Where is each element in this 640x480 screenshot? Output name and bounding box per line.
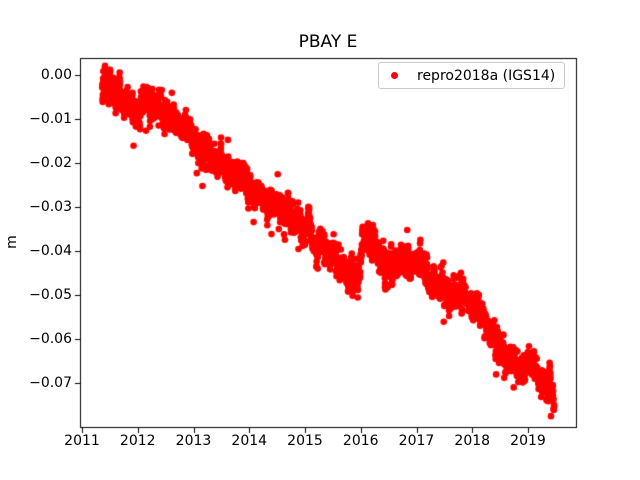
x-tick-label: 2012 xyxy=(119,433,156,449)
x-tick-label: 2014 xyxy=(231,433,268,449)
y-tick-label: 0.00 xyxy=(40,67,72,84)
y-tick-label: −0.04 xyxy=(29,243,72,260)
x-tick-label: 2019 xyxy=(510,433,546,449)
plot-title: PBAY E xyxy=(298,32,358,52)
y-axis-label: m xyxy=(4,235,20,249)
x-tick-label: 2011 xyxy=(64,433,100,449)
x-tick-label: 2013 xyxy=(175,433,212,449)
y-tick-label: −0.05 xyxy=(29,287,72,304)
legend: repro2018a (IGS14) xyxy=(378,62,566,89)
x-tick-label: 2016 xyxy=(342,433,379,449)
x-tick-label: 2015 xyxy=(287,433,323,449)
y-tick-label: −0.07 xyxy=(29,375,72,392)
y-tick-label: −0.03 xyxy=(29,199,72,216)
legend-label: repro2018a (IGS14) xyxy=(417,67,556,84)
legend-marker-icon xyxy=(391,72,398,79)
x-tick-label: 2017 xyxy=(398,433,435,449)
y-tick-label: −0.02 xyxy=(29,155,72,172)
y-tick-label: −0.06 xyxy=(29,331,72,348)
y-tick-label: −0.01 xyxy=(29,111,72,128)
x-tick-label: 2018 xyxy=(454,433,491,449)
